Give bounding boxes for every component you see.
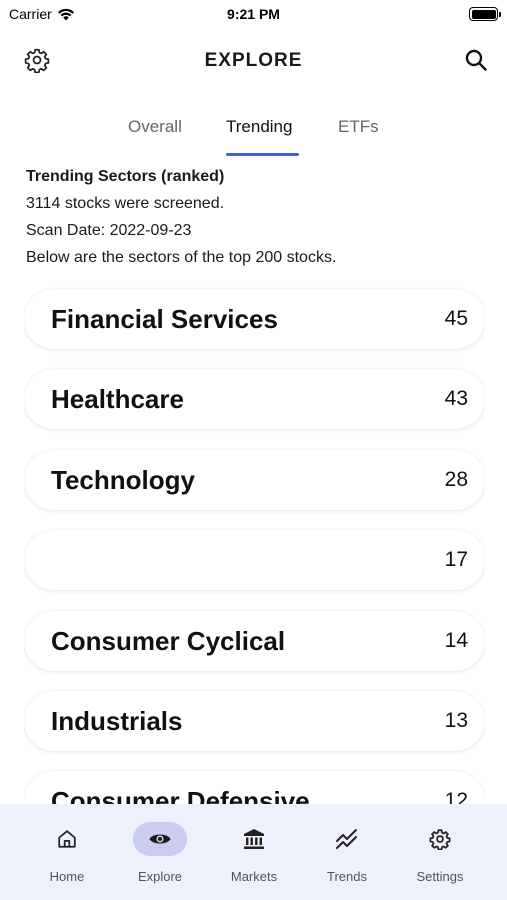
sector-name: Industrials [51, 705, 183, 736]
sector-name: Technology [51, 464, 195, 495]
intro-section: Trending Sectors (ranked) 3114 stocks we… [26, 163, 486, 271]
sector-count: 43 [444, 387, 468, 410]
sector-count: 13 [444, 709, 468, 732]
sector-count: 12 [444, 789, 468, 804]
tab-etfs[interactable]: ETFs [338, 117, 379, 136]
nav-explore-label: Explore [137, 869, 183, 884]
sector-count: 17 [444, 548, 468, 571]
tab-trending[interactable]: Trending [226, 117, 293, 136]
sector-name: Financial Services [51, 303, 278, 334]
status-bar: Carrier 9:21 PM [0, 0, 507, 28]
bottom-tab-bar: Home Explore Markets [0, 804, 507, 900]
sector-card[interactable]: Consumer Defensive 12 [24, 771, 485, 804]
sector-name: Healthcare [51, 383, 184, 414]
sector-card[interactable]: 17 [24, 530, 485, 590]
bank-icon [244, 829, 264, 849]
settings-button[interactable] [23, 46, 51, 74]
search-icon [465, 49, 487, 71]
carrier-label: Carrier [9, 6, 52, 22]
nav-markets[interactable]: Markets [209, 822, 299, 884]
page-title: EXPLORE [204, 50, 303, 71]
tab-overall[interactable]: Overall [128, 117, 182, 136]
nav-header: EXPLORE [0, 40, 507, 80]
wifi-icon [57, 8, 74, 20]
gear-icon [429, 829, 451, 850]
active-nav-pill [133, 822, 187, 856]
sector-list[interactable]: Financial Services 45 Healthcare 43 Tech… [24, 287, 485, 804]
description-text: Below are the sectors of the top 200 sto… [26, 249, 337, 266]
clock: 9:21 PM [227, 6, 280, 22]
nav-settings-label: Settings [416, 869, 464, 884]
nav-trends[interactable]: Trends [302, 822, 392, 884]
sector-card[interactable]: Financial Services 45 [24, 289, 485, 349]
home-icon [58, 830, 76, 848]
active-tab-indicator [226, 153, 299, 156]
section-title: Trending Sectors (ranked) [26, 168, 225, 185]
sector-card[interactable]: Technology 28 [24, 450, 485, 510]
trend-icon [336, 829, 357, 849]
scan-date-text: Scan Date: 2022-09-23 [26, 222, 192, 239]
nav-home-label: Home [49, 869, 85, 884]
nav-settings[interactable]: Settings [395, 822, 485, 884]
sector-card[interactable]: Industrials 13 [24, 691, 485, 751]
screened-count-text: 3114 stocks were screened. [26, 195, 225, 212]
sector-card[interactable]: Healthcare 43 [24, 369, 485, 429]
sector-card[interactable]: Consumer Cyclical 14 [24, 611, 485, 671]
battery-icon [469, 7, 501, 21]
search-button[interactable] [462, 46, 490, 74]
sector-count: 28 [444, 468, 468, 491]
eye-icon [149, 834, 171, 844]
nav-markets-label: Markets [230, 869, 278, 884]
segment-tabs: Overall Trending ETFs [0, 115, 507, 159]
nav-explore[interactable]: Explore [115, 822, 205, 884]
gear-icon [24, 48, 50, 73]
sector-count: 45 [444, 307, 468, 330]
sector-name: Consumer Cyclical [51, 625, 286, 656]
carrier-indicator: Carrier [9, 6, 75, 22]
nav-trends-label: Trends [327, 869, 367, 884]
nav-home[interactable]: Home [22, 822, 112, 884]
sector-name: Consumer Defensive [51, 785, 310, 805]
sector-count: 14 [444, 629, 468, 652]
